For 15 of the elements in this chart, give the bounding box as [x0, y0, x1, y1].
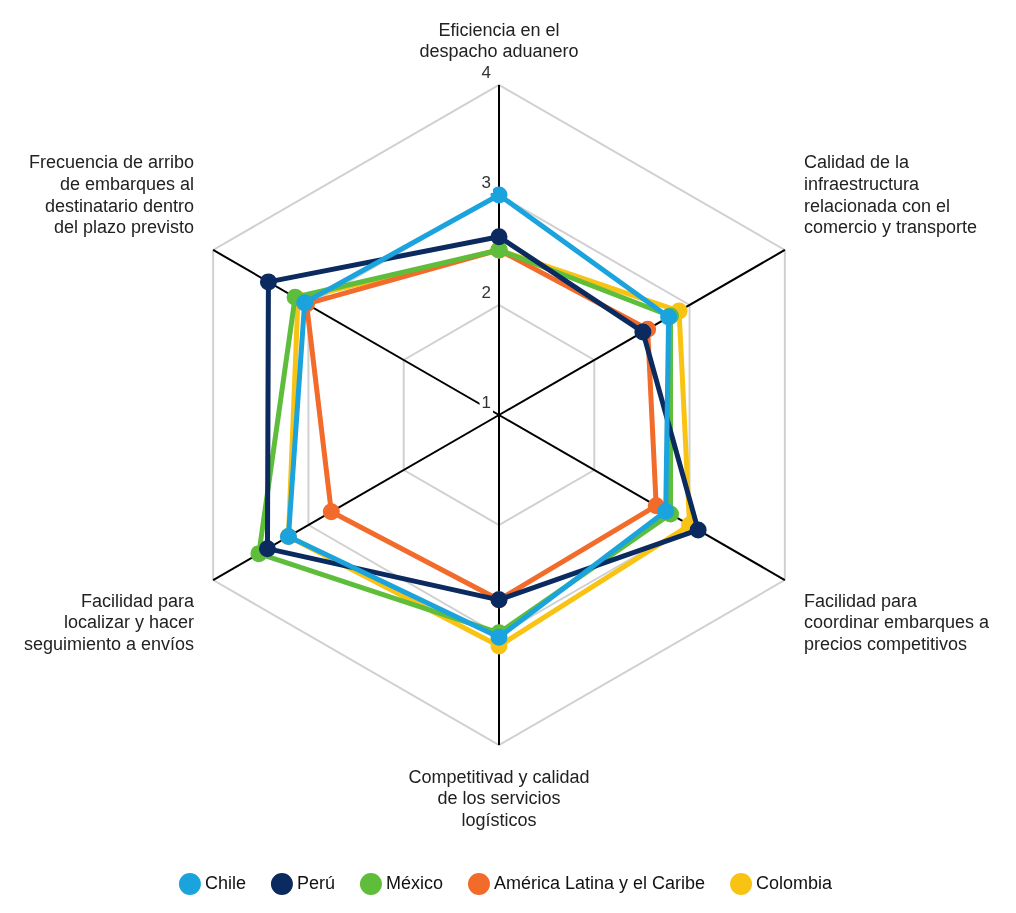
spoke-label: Facilidad para coordinar embarques a precios competitivos: [803, 590, 990, 654]
legend-label: América Latina y el Caribe: [493, 872, 706, 893]
spoke-label: Calidad de la infraestructura relacionada con el comercio y transporte: [803, 152, 977, 238]
legend-label: Perú: [296, 872, 335, 893]
y-tick-label: 1: [481, 393, 491, 413]
spoke-label: Frecuencia de arribo de embarques al destinatario dentro del plazo previsto: [29, 152, 195, 238]
y-tick-label: 3: [481, 173, 491, 193]
spoke-label: Facilidad para localizar y hacer seguimiento a envíos: [24, 590, 196, 654]
spoke-label: Eficiencia en el despacho aduanero: [419, 19, 579, 62]
y-tick-label: 4: [481, 63, 491, 83]
spoke-label: Competitivad y calidad de los servicios logísticos: [408, 766, 590, 831]
legend-label: Colombia: [756, 872, 834, 893]
legend-label: México: [385, 872, 443, 893]
legend-label: Chile: [204, 872, 246, 893]
y-tick-label: 2: [481, 283, 491, 303]
